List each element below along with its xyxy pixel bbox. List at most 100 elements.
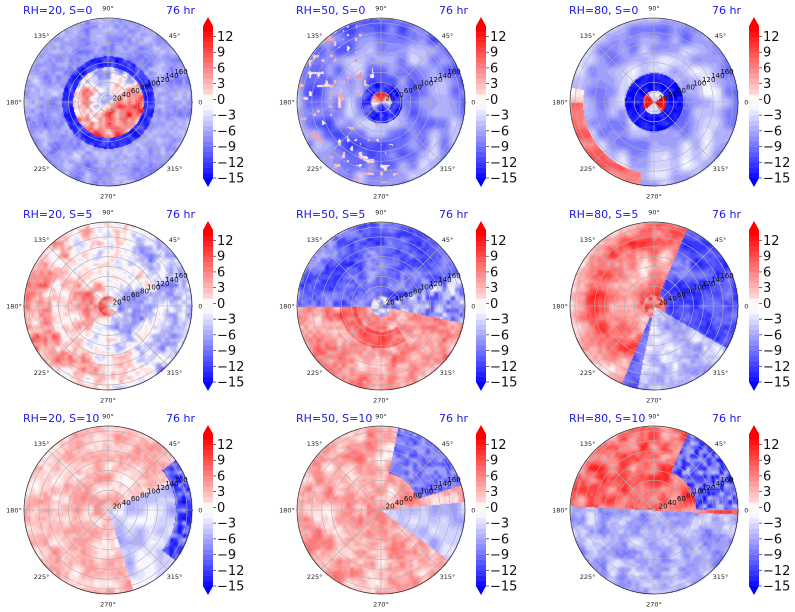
angular-tick-label: 180° <box>279 99 295 107</box>
angular-tick-label: 90° <box>102 413 114 421</box>
colorbar-segment <box>749 554 759 561</box>
angular-tick-label: 45° <box>169 32 181 40</box>
colorbar-segment <box>749 454 759 461</box>
colorbar-segment <box>476 528 486 534</box>
colorbar-segment <box>476 157 486 163</box>
angular-tick-label: 90° <box>648 413 660 421</box>
angular-tick-label: 45° <box>442 440 454 448</box>
panel-time-label: 76 hr <box>439 208 468 221</box>
colorbar-tick-label: 12 <box>490 438 507 453</box>
colorbar-segment <box>749 439 759 445</box>
colorbar-segment <box>476 167 486 174</box>
colorbar-segment <box>203 533 213 540</box>
colorbar-tick-label: 12 <box>217 30 234 45</box>
angular-tick-label: 45° <box>715 236 727 244</box>
panel-title: RH=20, S=10 <box>23 412 99 425</box>
colorbar-segment <box>203 303 213 310</box>
colorbar-segment <box>476 324 486 330</box>
angular-gridline <box>321 450 382 511</box>
colorbar-tick-label: 0 <box>490 297 498 312</box>
colorbar-segment <box>749 345 759 351</box>
angular-tick-label: 90° <box>375 209 387 217</box>
colorbar-segment <box>203 324 213 330</box>
colorbar-segment <box>749 334 759 341</box>
angular-gridline <box>321 42 382 103</box>
colorbar-segment <box>749 235 759 241</box>
colorbar-tick-label: 0 <box>217 297 225 312</box>
colorbar-segment <box>749 99 759 106</box>
angular-tick-label: 135° <box>580 32 596 40</box>
colorbar-tick-label: −9 <box>763 140 782 155</box>
radial-tick-label: 80 <box>413 287 422 295</box>
polar-panel: 0°45°90°135°180°225°270°315°20 40 60 801001… <box>279 412 517 609</box>
colorbar-segment <box>203 366 213 372</box>
colorbar-segment <box>203 250 213 257</box>
colorbar-segment <box>476 507 486 514</box>
colorbar-segment <box>749 308 759 315</box>
radial-tick-label: 100 <box>420 488 433 496</box>
colorbar-segment <box>749 329 759 336</box>
colorbar-segment <box>749 559 759 566</box>
colorbar-tick-label: 6 <box>490 469 498 484</box>
colorbar-segment <box>476 538 486 545</box>
polar-panel: 0°45°90°135°180°225°270°315°20 40 60 801001… <box>279 208 517 405</box>
colorbar-segment <box>749 73 759 79</box>
angular-tick-label: 135° <box>307 32 323 40</box>
colorbar-segment <box>476 559 486 566</box>
colorbar-segment <box>476 475 486 482</box>
angular-tick-label: 315° <box>440 573 456 581</box>
colorbar-segment <box>476 235 486 241</box>
colorbar-segment <box>203 62 213 69</box>
colorbar-segment <box>476 544 486 550</box>
colorbar-segment <box>749 340 759 346</box>
colorbar-segment <box>749 62 759 69</box>
colorbar-tick-label: 6 <box>490 265 498 280</box>
angular-tick-label: 45° <box>169 440 181 448</box>
radial-tick-label: 140 <box>165 276 178 284</box>
colorbar-tick-label: 6 <box>763 469 771 484</box>
colorbar-segment <box>476 554 486 561</box>
colorbar-segment <box>476 104 486 111</box>
angular-tick-label: 315° <box>440 165 456 173</box>
colorbar-segment <box>749 313 759 320</box>
colorbar-tick-label: −9 <box>490 344 509 359</box>
colorbar-segment <box>476 350 486 357</box>
radial-tick-label: 120 <box>702 280 715 288</box>
radial-tick-label: 140 <box>165 480 178 488</box>
colorbar-extend-min <box>203 382 213 391</box>
colorbar-segment <box>749 361 759 367</box>
radial-tick-label: 20 <box>659 95 668 103</box>
colorbar-segment <box>749 115 759 121</box>
colorbar-segment <box>203 282 213 289</box>
colorbar-segment <box>203 361 213 367</box>
colorbar-tick-label: −9 <box>217 140 236 155</box>
colorbar-segment <box>476 565 486 571</box>
colorbar-segment <box>203 298 213 304</box>
colorbar-segment <box>749 538 759 545</box>
radial-tick-label: 60 <box>677 87 686 95</box>
colorbar-segment <box>476 496 486 503</box>
colorbar-tick-label: −3 <box>490 517 509 532</box>
colorbar-segment <box>476 31 486 37</box>
colorbar-segment <box>476 230 486 236</box>
colorbar-segment <box>203 36 213 43</box>
colorbar-segment <box>749 31 759 37</box>
colorbar-tick-label: −15 <box>763 580 790 595</box>
colorbar-segment <box>203 507 213 514</box>
colorbar-tick-label: −12 <box>763 564 790 579</box>
radial-tick-label: 60 <box>404 495 413 503</box>
angular-tick-label: 225° <box>34 369 50 377</box>
colorbar-segment <box>203 136 213 142</box>
colorbar-tick-label: −6 <box>490 532 509 547</box>
colorbar-tick-label: −12 <box>763 360 790 375</box>
angular-tick-label: 225° <box>580 573 596 581</box>
panel-time-label: 76 hr <box>166 412 195 425</box>
colorbar-segment <box>203 554 213 561</box>
polar-frame <box>23 221 193 391</box>
colorbar-segment <box>476 83 486 90</box>
radial-tick-label: 40 <box>668 499 677 507</box>
colorbar-segment <box>203 130 213 137</box>
angular-gridline <box>380 101 441 162</box>
colorbar-tick-label: 0 <box>763 297 771 312</box>
colorbar-segment <box>476 292 486 299</box>
